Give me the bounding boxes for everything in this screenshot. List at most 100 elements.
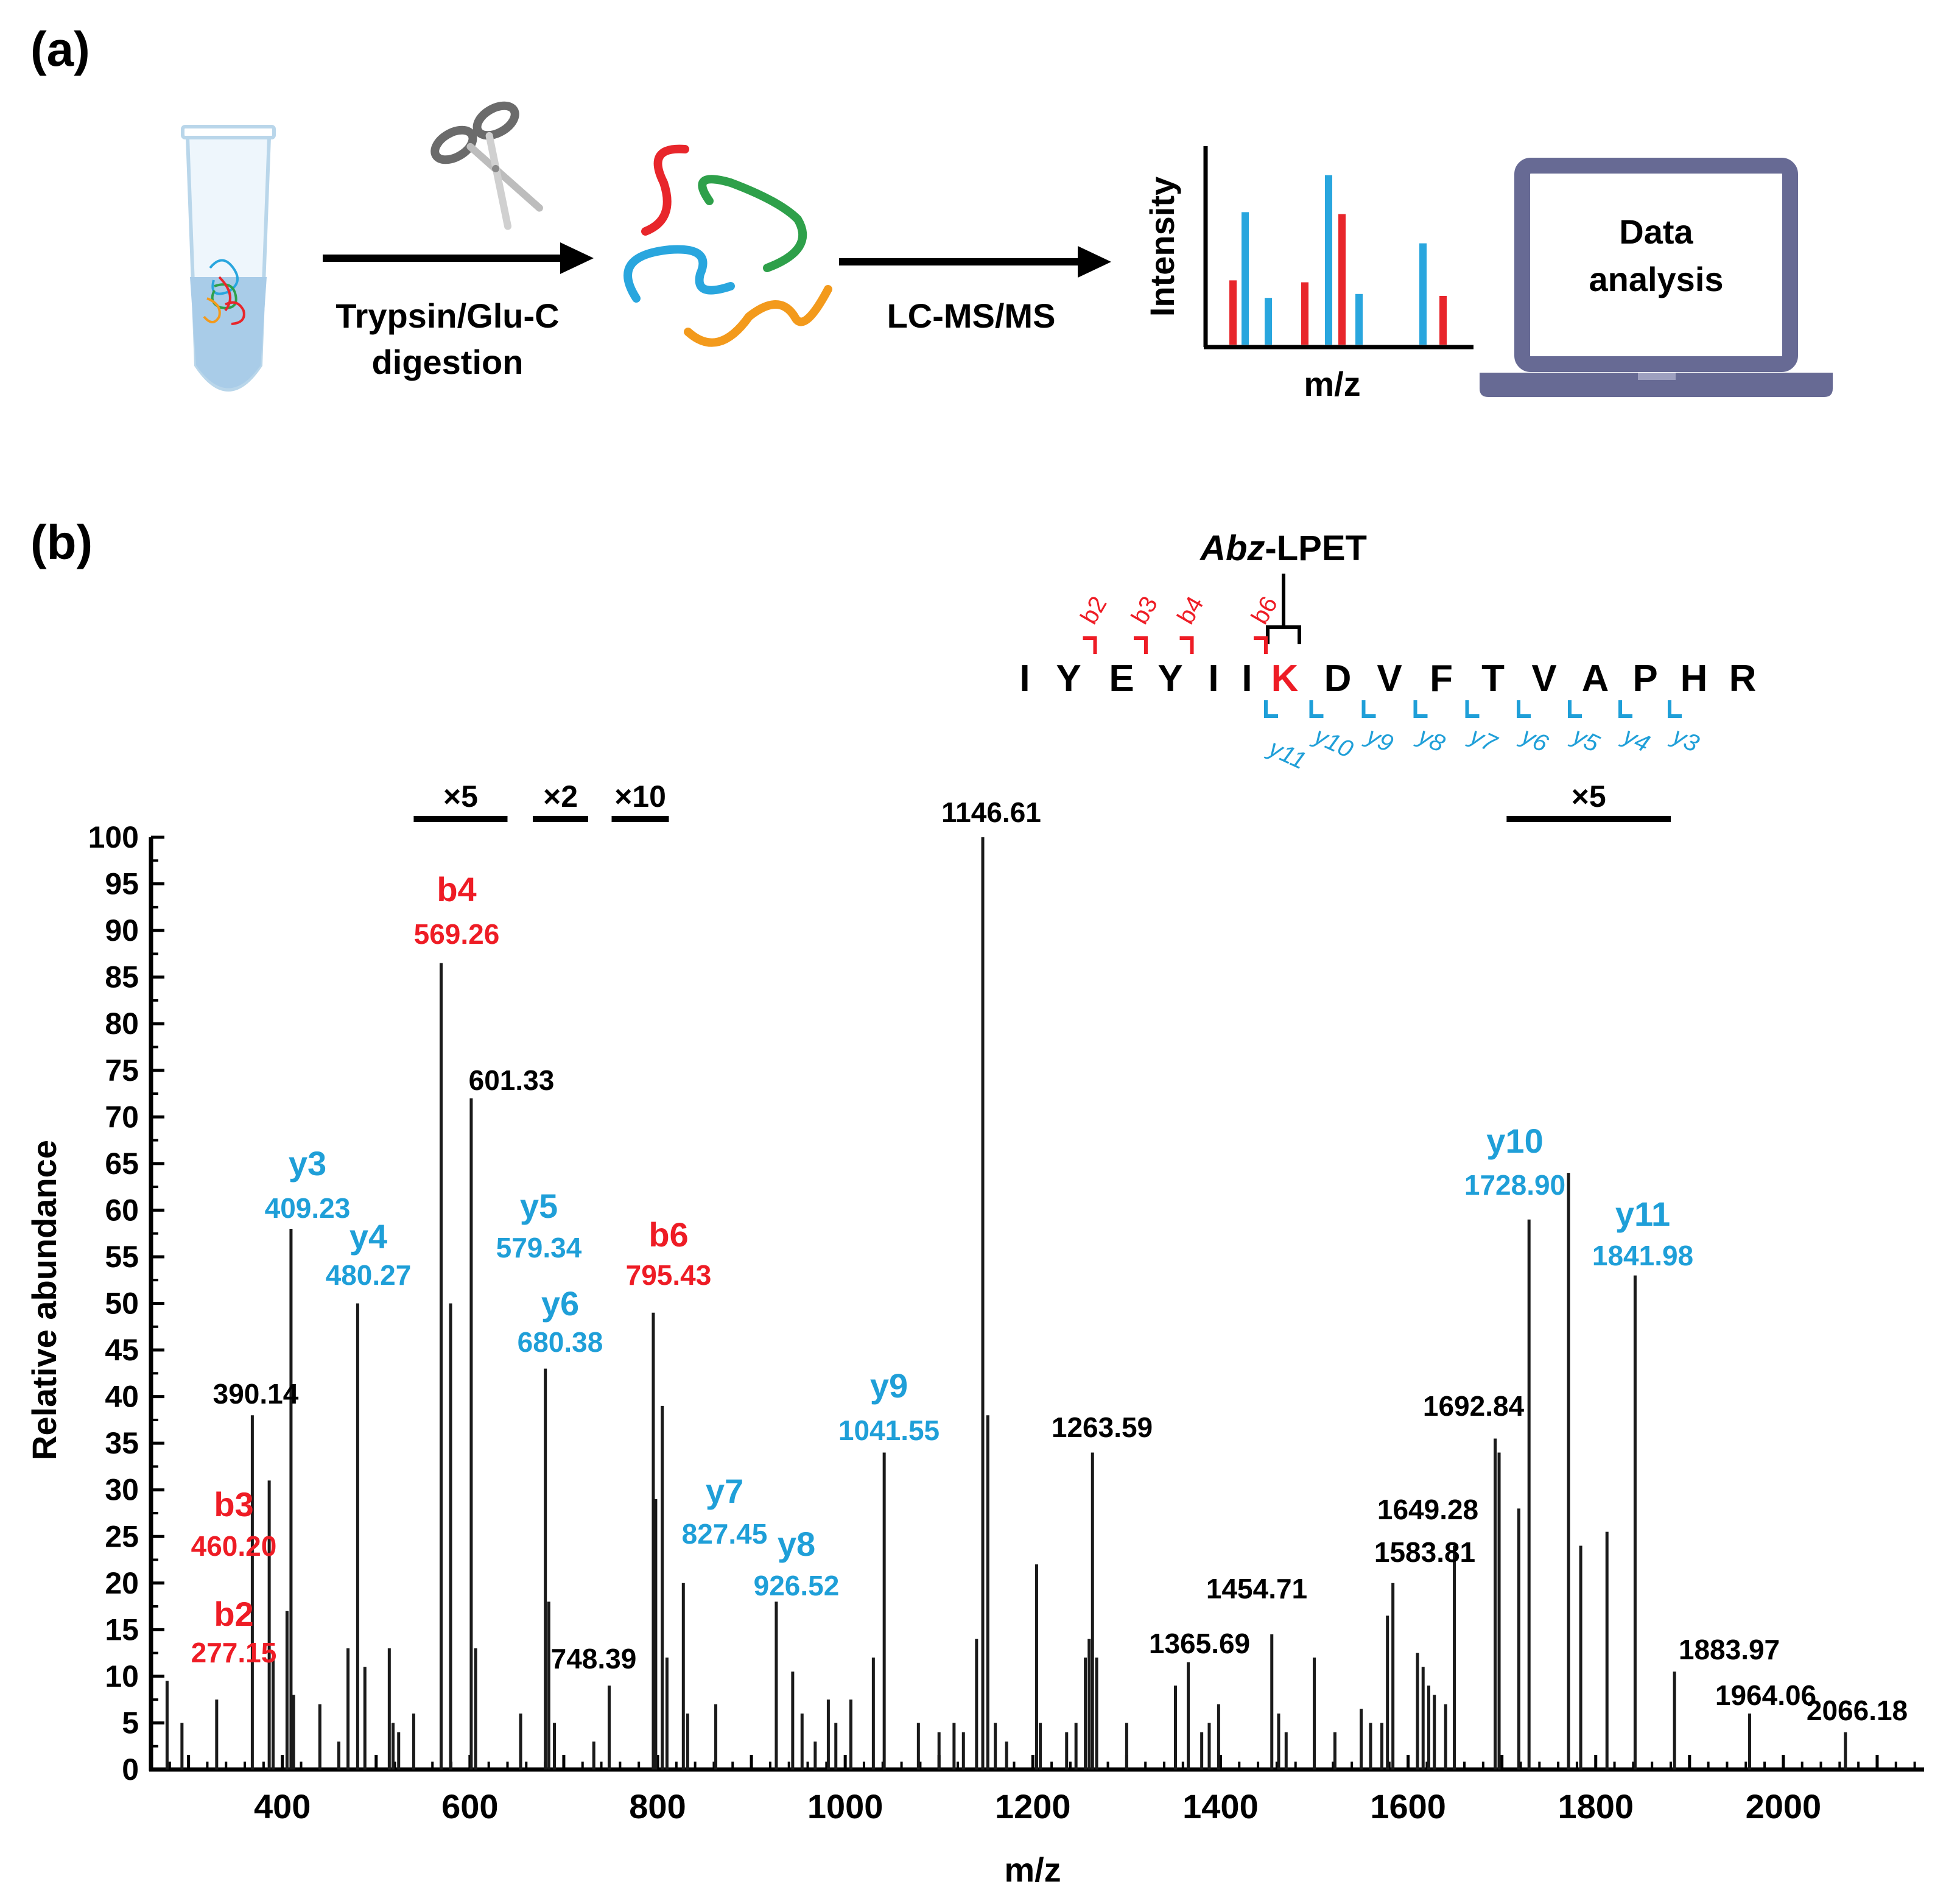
y-ion-mark-label: y4 — [1617, 722, 1654, 757]
x-tick-label: 1800 — [1558, 1787, 1634, 1826]
laptop-text-line2: analysis — [1589, 260, 1723, 298]
y-ion-bracket — [1361, 700, 1376, 718]
peak-ion-label: y10 — [1486, 1122, 1543, 1160]
y-ion-bracket — [1568, 700, 1582, 718]
y-ion-mark-label: y10 — [1308, 722, 1357, 763]
mini-spectrum-bar — [1301, 282, 1308, 345]
y-ion-bracket — [1264, 700, 1278, 718]
y-ion-mark-label: y11 — [1263, 734, 1310, 775]
sequence-residue: P — [1632, 658, 1657, 700]
y-ion-mark-label: y5 — [1567, 722, 1603, 757]
modification-bracket — [1266, 574, 1301, 644]
peak-ion-label: y6 — [541, 1284, 579, 1323]
peak-mz-label: 460.20 — [191, 1530, 277, 1562]
y-tick-label: 75 — [105, 1053, 139, 1088]
y-tick-label: 90 — [105, 913, 139, 947]
y-ion-bracket — [1413, 700, 1428, 718]
modification-prefix: Abz — [1199, 529, 1265, 568]
y-ion-mark-label: y7 — [1464, 722, 1502, 758]
peak-ion-label: y11 — [1615, 1195, 1670, 1233]
y-ion-mark-label: y8 — [1413, 722, 1449, 757]
sequence-residue: Y — [1157, 658, 1182, 700]
b-ion-bracket — [1254, 636, 1268, 654]
peak-mz-label: 827.45 — [682, 1518, 768, 1550]
y-tick-label: 45 — [105, 1333, 139, 1367]
b-ion-mark-label: b3 — [1126, 592, 1163, 629]
peak-mz-label: 1883.97 — [1679, 1634, 1780, 1665]
mini-spectrum-bar — [1229, 280, 1237, 345]
peak-ion-label: y8 — [778, 1525, 815, 1563]
y-tick-label: 80 — [105, 1007, 139, 1041]
laptop-text-line1: Data — [1619, 213, 1693, 251]
sequence-residue: K — [1271, 658, 1299, 700]
peak-mz-label: 1365.69 — [1149, 1628, 1250, 1659]
sequence-residue: V — [1531, 658, 1556, 700]
x-tick-label: 1000 — [807, 1787, 883, 1826]
peak-mz-label: 748.39 — [551, 1643, 637, 1675]
sequence-residue: V — [1377, 658, 1402, 700]
sequence-residue: R — [1729, 658, 1757, 700]
y-tick-label: 60 — [105, 1193, 139, 1227]
modification-label: Abz-LPET — [1199, 529, 1367, 568]
y-tick-label: 20 — [105, 1566, 139, 1600]
y-ion-bracket — [1465, 700, 1480, 718]
peak-ion-label: b4 — [437, 870, 476, 909]
laptop-icon — [1480, 158, 1833, 397]
sequence-residue: F — [1430, 658, 1453, 700]
y-ion-mark-label: y9 — [1361, 722, 1397, 757]
x-tick-label: 400 — [254, 1787, 311, 1826]
spectrum-chart: ×5 ×2 ×10 ×5 0 5 10 15 20 25 30 35 40 45 50 55 60 65 70 75… — [25, 779, 1924, 1889]
arrow-lcms — [839, 246, 1111, 278]
mini-spectrum-bar — [1325, 175, 1332, 345]
y-tick-label: 10 — [105, 1659, 139, 1693]
b-ion-bracket — [1083, 636, 1097, 654]
mini-spectrum-bar — [1439, 296, 1447, 345]
y-tick-label: 5 — [122, 1706, 139, 1740]
peak-ion-label: b3 — [214, 1485, 253, 1524]
y-tick-label: 15 — [105, 1612, 139, 1647]
peak-mz-label: 1692.84 — [1423, 1390, 1525, 1422]
scissors-icon — [430, 101, 543, 230]
y-tick-label: 25 — [105, 1519, 139, 1553]
sequence-residue: T — [1481, 658, 1505, 700]
sequence-residue: I — [1019, 658, 1030, 700]
peak-ion-label: y7 — [706, 1472, 743, 1510]
y-ion-bracket — [1309, 700, 1324, 718]
mini-chart-ylabel: Intensity — [1143, 177, 1181, 317]
scale-factor-label: ×10 — [614, 779, 666, 814]
peak-mz-label: 1454.71 — [1206, 1573, 1307, 1605]
mini-spectrum-bar — [1338, 214, 1346, 345]
peak-mz-label: 1583.81 — [1374, 1536, 1475, 1568]
peak-mz-label: 569.26 — [414, 918, 500, 950]
y-ion-bracket — [1517, 700, 1531, 718]
tube-icon — [181, 125, 276, 392]
peak-ion-label: y5 — [520, 1187, 558, 1225]
scale-factor-label: ×2 — [543, 779, 578, 814]
b-ion-mark-label: b6 — [1246, 592, 1283, 629]
x-tick-label: 1400 — [1182, 1787, 1259, 1826]
y-tick-label: 65 — [105, 1147, 139, 1181]
sequence-residue: I — [1208, 658, 1218, 700]
mini-spectrum-bar — [1419, 243, 1427, 345]
mini-spectrum-bar — [1242, 212, 1249, 345]
sequence-residue: A — [1582, 658, 1609, 700]
b-ion-bracket — [1134, 636, 1148, 654]
y-tick-label: 40 — [105, 1380, 139, 1414]
sequence-residue: E — [1109, 658, 1134, 700]
sequence-residue: Y — [1056, 658, 1081, 700]
step1-label-line2: digestion — [372, 343, 524, 381]
peak-ion-label: b6 — [648, 1215, 688, 1254]
y-ion-mark-label: y6 — [1516, 722, 1552, 757]
b-ion-bracket — [1179, 636, 1194, 654]
step1-label-line1: Trypsin/Glu-C — [335, 297, 559, 335]
y-axis-label: Relative abundance — [25, 1140, 63, 1460]
peak-mz-label: 1041.55 — [838, 1415, 940, 1446]
y-tick-label: 70 — [105, 1100, 139, 1134]
y-tick-label: 95 — [105, 867, 139, 901]
step2-label: LC-MS/MS — [887, 297, 1056, 335]
peak-ion-label: b2 — [214, 1595, 253, 1633]
panel-a-label: (a) — [30, 22, 90, 76]
scale-factor-label: ×5 — [443, 779, 478, 814]
panel-b-label: (b) — [30, 515, 93, 569]
